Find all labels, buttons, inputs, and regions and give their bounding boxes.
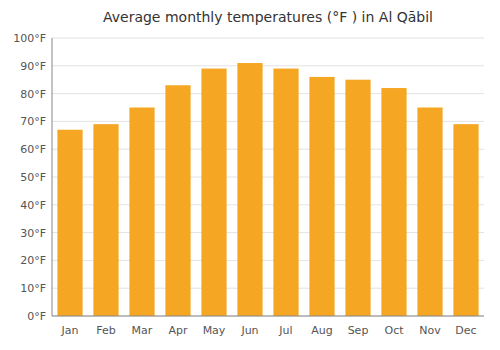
bar bbox=[345, 80, 370, 316]
bar bbox=[309, 77, 334, 316]
y-tick-labels: 0°F 10°F 20°F 30°F 40°F 50°F 60°F 70°F 80°F 90°F 1… bbox=[13, 32, 46, 323]
y-tick-label: 50°F bbox=[20, 171, 46, 184]
bar bbox=[165, 85, 190, 316]
y-tick-label: 0°F bbox=[27, 310, 46, 323]
chart-svg: Average monthly temperatures (°F ) in Al… bbox=[0, 0, 500, 350]
x-tick-label: Jul bbox=[278, 324, 292, 337]
bar bbox=[129, 108, 154, 317]
bar bbox=[453, 124, 478, 316]
chart-title: Average monthly temperatures (°F ) in Al… bbox=[103, 9, 433, 25]
x-tick-label: Sep bbox=[348, 324, 369, 337]
bar bbox=[201, 69, 226, 316]
bar bbox=[417, 108, 442, 317]
x-tick-label: Nov bbox=[419, 324, 441, 337]
x-tick-label: Mar bbox=[132, 324, 153, 337]
bars bbox=[57, 63, 478, 316]
y-tick-label: 60°F bbox=[20, 143, 46, 156]
x-tick-labels: Jan Feb Mar Apr May Jun Jul Aug Sep Oct Nov Dec bbox=[61, 324, 477, 337]
x-tick-label: Dec bbox=[455, 324, 476, 337]
y-axis-line bbox=[52, 38, 53, 316]
y-tick-label: 10°F bbox=[20, 282, 46, 295]
bar bbox=[237, 63, 262, 316]
bar bbox=[273, 69, 298, 316]
bar bbox=[57, 130, 82, 316]
y-grid bbox=[52, 38, 484, 316]
bar bbox=[381, 88, 406, 316]
x-tick-label: Jun bbox=[240, 324, 258, 337]
y-tick-label: 40°F bbox=[20, 199, 46, 212]
grid-line bbox=[52, 65, 484, 66]
y-tick-label: 90°F bbox=[20, 60, 46, 73]
y-tick-label: 70°F bbox=[20, 115, 46, 128]
x-tick-label: Jan bbox=[61, 324, 79, 337]
y-tick-label: 100°F bbox=[13, 32, 46, 45]
y-tick-label: 20°F bbox=[20, 254, 46, 267]
grid-line bbox=[52, 93, 484, 94]
x-tick-label: Aug bbox=[311, 324, 332, 337]
chart-container: Average monthly temperatures (°F ) in Al… bbox=[0, 0, 500, 350]
x-axis-line bbox=[52, 316, 484, 317]
x-tick-label: Apr bbox=[168, 324, 188, 337]
x-tick-label: Feb bbox=[96, 324, 115, 337]
y-tick-label: 30°F bbox=[20, 227, 46, 240]
x-tick-label: May bbox=[203, 324, 226, 337]
y-tick-label: 80°F bbox=[20, 88, 46, 101]
grid-line bbox=[52, 38, 484, 39]
bar bbox=[93, 124, 118, 316]
x-tick-label: Oct bbox=[384, 324, 404, 337]
grid-line bbox=[52, 316, 484, 317]
